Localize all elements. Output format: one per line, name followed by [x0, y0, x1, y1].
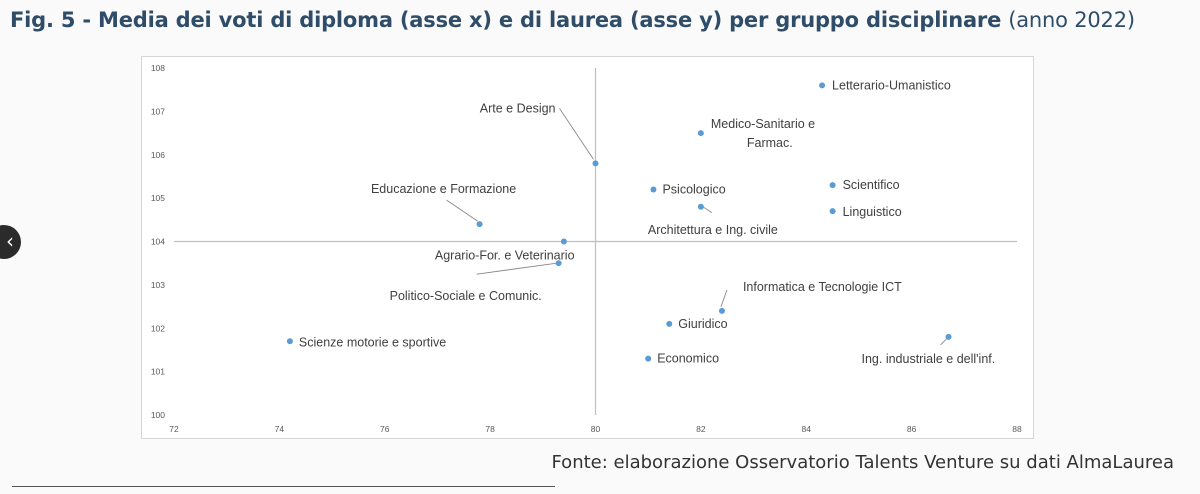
data-label: Giuridico [678, 317, 727, 331]
x-tick-label: 76 [380, 424, 390, 434]
data-label: Educazione e Formazione [371, 182, 516, 196]
bottom-divider [12, 486, 555, 487]
label-leader-line [446, 199, 478, 222]
x-tick-label: 88 [1012, 424, 1022, 434]
x-tick-label: 86 [907, 424, 917, 434]
label-leader-line [940, 338, 947, 346]
title-year: (anno 2022) [1008, 8, 1135, 32]
x-tick-label: 82 [696, 424, 706, 434]
data-label: Medico-Sanitario e Farmac. [711, 117, 815, 150]
chevron-left-icon: ‹ [6, 229, 14, 253]
data-point [945, 333, 952, 340]
source-note: Fonte: elaborazione Osservatorio Talents… [551, 452, 1174, 473]
data-label: Arte e Design [480, 101, 556, 115]
x-tick-label: 72 [169, 424, 179, 434]
data-label: Scienze motorie e sportive [299, 335, 446, 349]
y-tick-label: 107 [151, 106, 165, 116]
x-tick-label: 80 [591, 424, 601, 434]
label-leader-line [720, 289, 728, 308]
data-point [718, 307, 725, 314]
x-tick-label: 74 [275, 424, 285, 434]
label-leader-line [476, 262, 557, 275]
data-point [560, 238, 567, 245]
data-point [666, 320, 673, 327]
data-label: Architettura e Ing. civile [648, 223, 778, 237]
title-main: Fig. 5 - Media dei voti di diploma (asse… [10, 8, 1002, 32]
data-point [819, 82, 826, 89]
y-tick-label: 101 [151, 367, 165, 377]
scatter-chart: 72 74 76 78 80 82 84 86 88 100 101 102 103 104 105 106 1… [151, 63, 1022, 434]
y-tick-label: 103 [151, 280, 165, 290]
data-label: Linguistico [843, 205, 902, 219]
data-label: Psicologico [662, 182, 725, 196]
y-tick-label: 108 [151, 63, 165, 73]
y-tick-label: 105 [151, 193, 165, 203]
data-label: Informatica e Tecnologie ICT [743, 280, 902, 294]
page-title: Fig. 5 - Media dei voti di diploma (asse… [10, 8, 1135, 32]
label-leader-line [702, 206, 713, 214]
y-tick-label: 100 [151, 410, 165, 420]
label-leader-line [559, 108, 594, 160]
data-label: Scientifico [843, 178, 900, 192]
back-button[interactable]: ‹ [0, 225, 21, 259]
chart-frame [141, 56, 1034, 439]
data-point [592, 160, 599, 167]
data-point [829, 182, 836, 189]
data-point [650, 186, 657, 193]
x-tick-label: 84 [802, 424, 812, 434]
data-label: Letterario-Umanistico [832, 78, 951, 92]
data-point [555, 260, 562, 267]
y-tick-label: 106 [151, 150, 165, 160]
data-point [476, 221, 483, 228]
x-tick-label: 78 [485, 424, 495, 434]
data-label: Politico-Sociale e Comunic. [390, 289, 542, 303]
data-point [286, 338, 293, 345]
data-point [645, 355, 652, 362]
data-point [697, 203, 704, 210]
data-point [697, 130, 704, 137]
data-label: Economico [657, 352, 719, 366]
data-point [829, 208, 836, 215]
data-label: Ing. industriale e dell'inf. [862, 352, 996, 366]
data-label: Agrario-For. e Veterinario [435, 249, 575, 263]
y-tick-label: 102 [151, 323, 165, 333]
y-tick-label: 104 [151, 237, 165, 247]
